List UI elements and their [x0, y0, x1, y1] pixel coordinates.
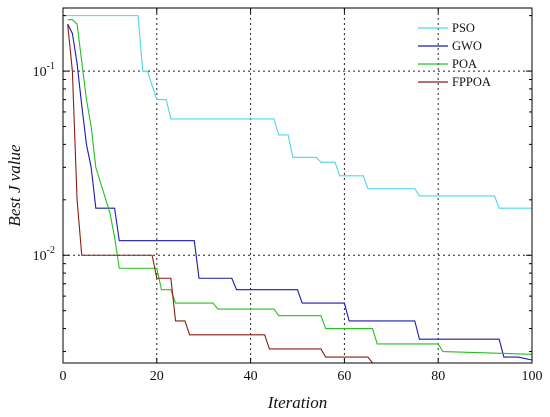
axis-ticks: 0 20 40 60 80 100 10-1 10-2	[33, 8, 543, 384]
x-tick-label: 0	[60, 369, 67, 384]
legend-label-pso: PSO	[452, 21, 475, 35]
y-tick-label: 10-2	[33, 245, 55, 264]
x-tick-label: 80	[431, 369, 445, 384]
legend-label-gwo: GWO	[452, 39, 482, 53]
series-line-pso	[63, 15, 532, 209]
x-tick-label: 60	[337, 369, 351, 384]
series-line-fppoa	[67, 23, 532, 364]
legend: PSO GWO POA FPPOA	[418, 21, 491, 89]
x-tick-label: 100	[522, 369, 543, 384]
x-tick-label: 20	[150, 369, 164, 384]
series-lines	[63, 15, 533, 364]
legend-label-fppoa: FPPOA	[452, 75, 491, 89]
y-tick-label: 10-1	[33, 61, 55, 80]
x-axis-label: Iteration	[267, 393, 328, 412]
plot-frame	[62, 7, 533, 364]
y-axis-label: Best J value	[5, 144, 24, 227]
series-line-gwo	[67, 23, 533, 361]
legend-label-poa: POA	[452, 57, 477, 71]
x-tick-label: 40	[244, 369, 258, 384]
